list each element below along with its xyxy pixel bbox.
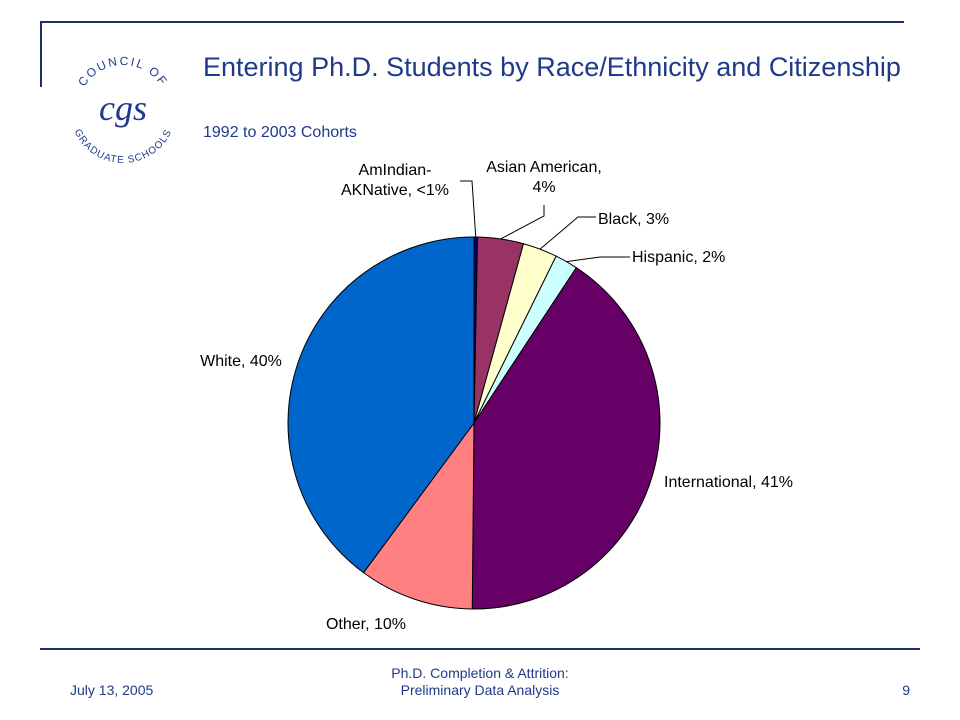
slice-label-1: Asian American, 4% [486, 159, 602, 196]
leader-line-0 [460, 180, 477, 238]
logo-monogram: cgs [99, 88, 147, 128]
footer-title-line2: Preliminary Data Analysis [400, 682, 560, 698]
slide-title: Entering Ph.D. Students by Race/Ethnicit… [203, 52, 901, 82]
slide-subtitle: 1992 to 2003 Cohorts [203, 124, 357, 141]
top-rule [40, 21, 904, 23]
slice-label-6: White, 40% [200, 353, 282, 370]
pie-slice-6 [287, 236, 475, 574]
pie-slice-5 [362, 421, 475, 610]
left-rule [40, 21, 42, 87]
slice-label-5: Other, 10% [326, 616, 406, 633]
page-number: 9 [902, 682, 910, 698]
footer-date: July 13, 2005 [70, 682, 154, 698]
leader-line-2 [539, 216, 596, 250]
footer-title-line1: Ph.D. Completion & Attrition: [391, 665, 569, 681]
pie-slice-4 [471, 266, 661, 610]
leader-line-3 [566, 256, 630, 263]
slice-label-4: International, 41% [664, 474, 793, 491]
bottom-rule [40, 648, 920, 650]
slice-label-2: Black, 3% [598, 211, 669, 228]
slice-label-3: Hispanic, 2% [632, 249, 725, 266]
leader-line-1 [500, 205, 545, 240]
cgs-logo: COUNCIL OF GRADUATE SCHOOLS cgs [72, 54, 174, 166]
slice-label-0: AmIndian-AKNative, <1% [341, 162, 449, 199]
footer-title: Ph.D. Completion & Attrition: Preliminar… [330, 665, 630, 699]
